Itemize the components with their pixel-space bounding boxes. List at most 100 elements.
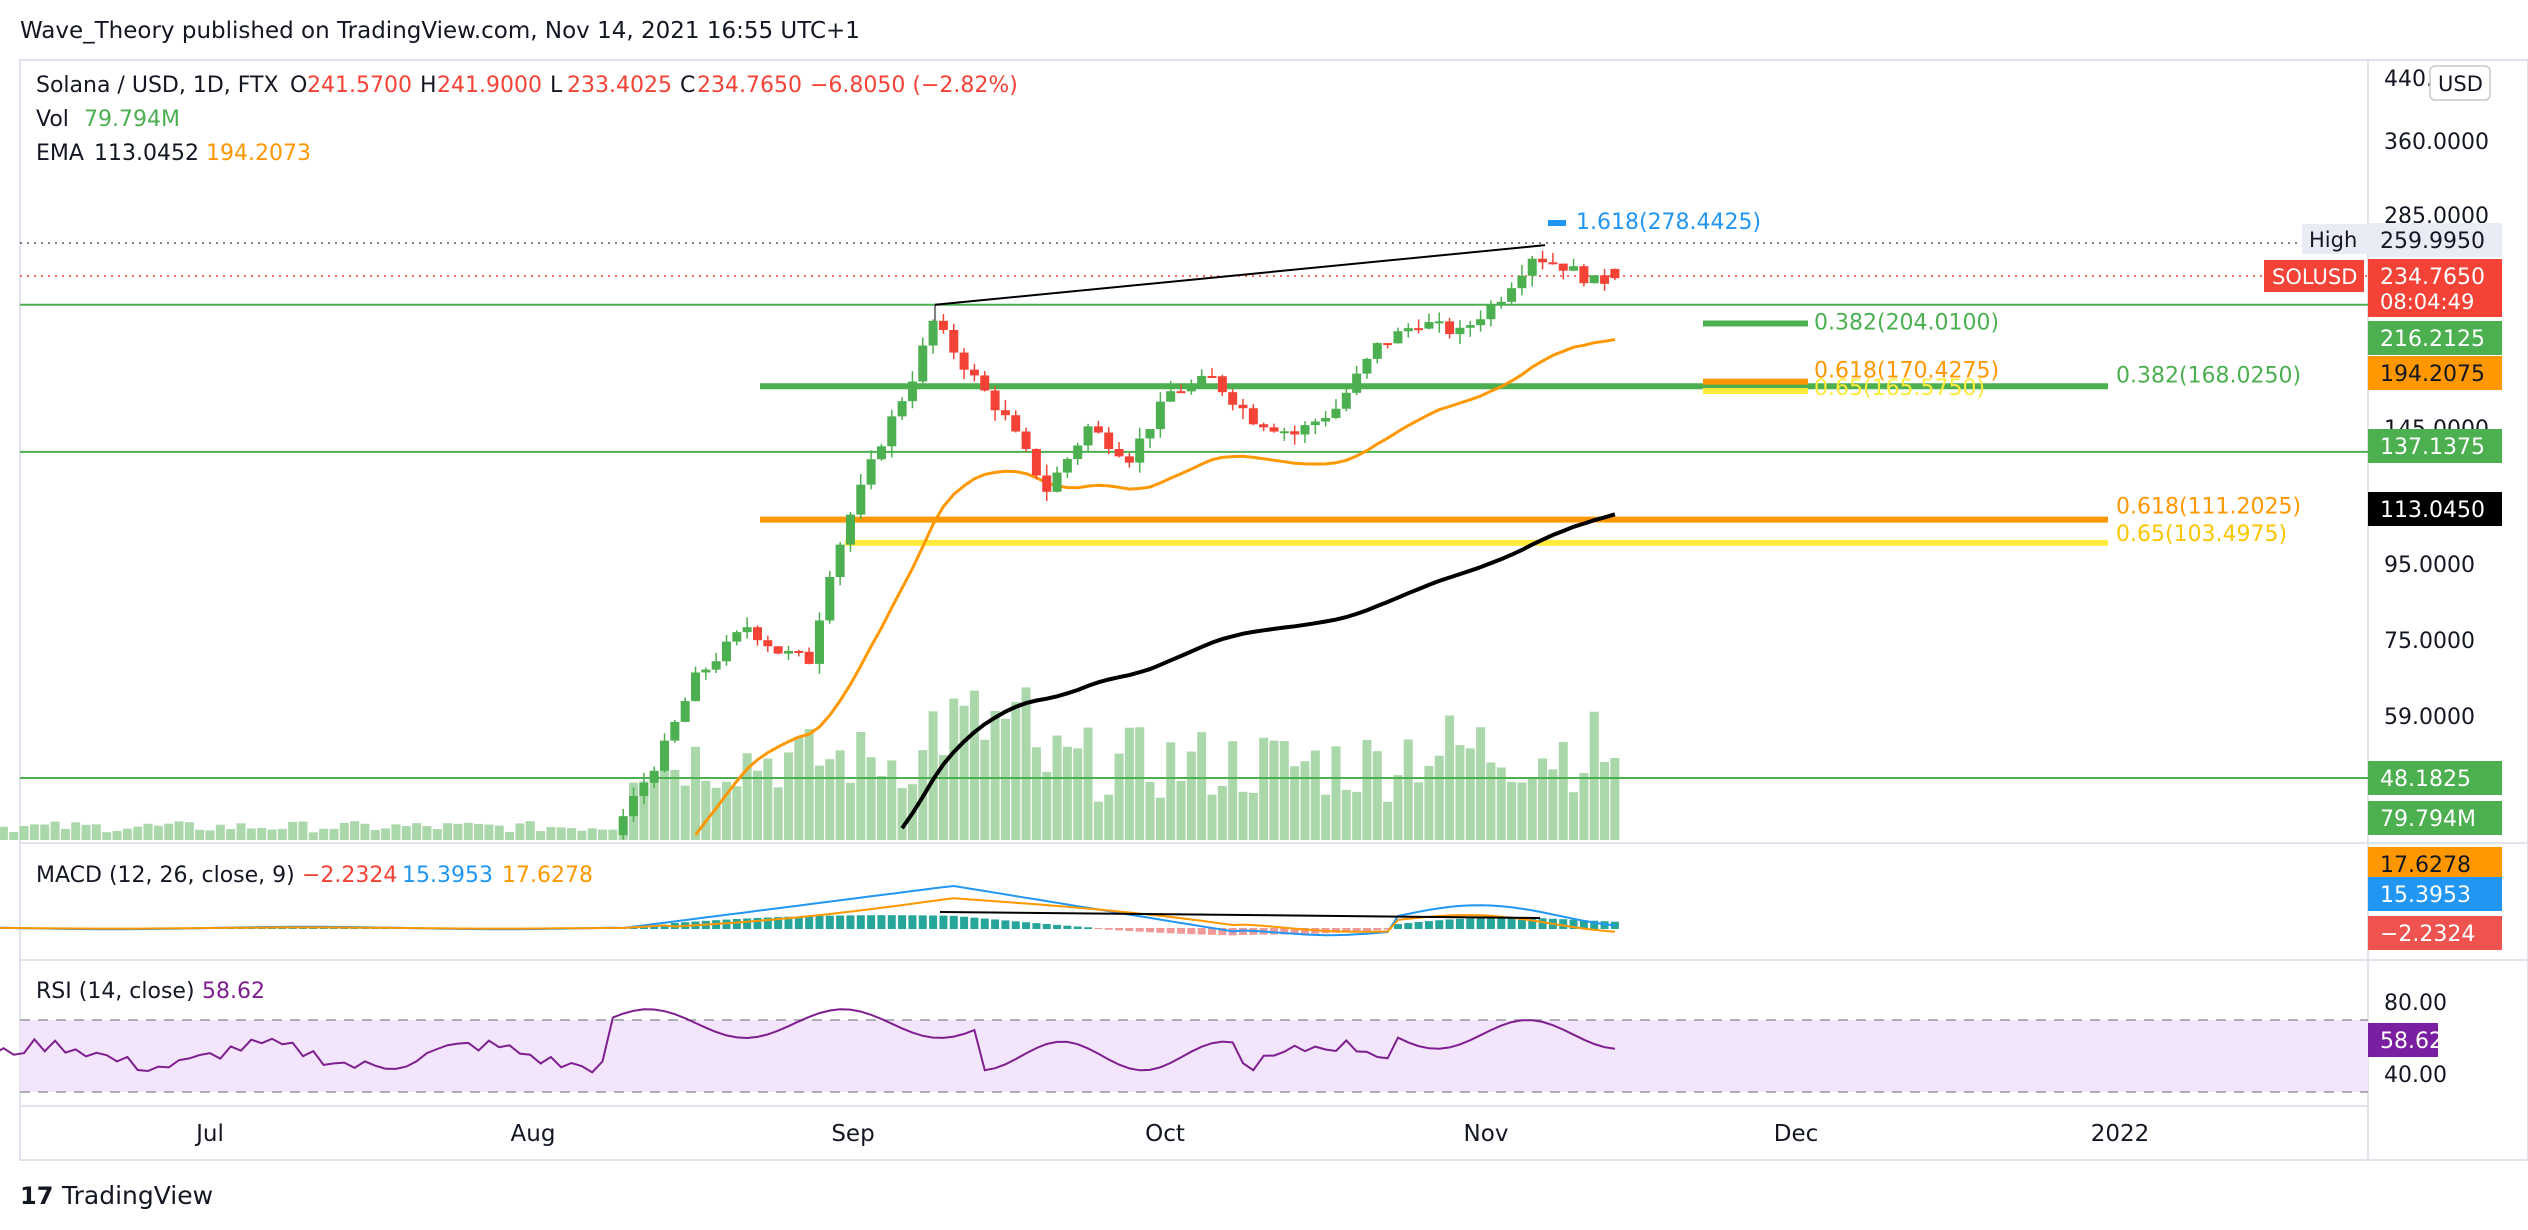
macd-hist-bar: [1011, 921, 1020, 929]
macd-hist-bar: [980, 918, 989, 929]
volume-bar: [81, 824, 91, 840]
rsi-value: 58.62: [202, 979, 265, 1004]
macd-hist-bar: [949, 915, 958, 929]
volume-bar: [1093, 801, 1103, 840]
volume-bar: [1145, 781, 1155, 840]
volume-bar: [1259, 737, 1269, 840]
volume-bar: [40, 824, 50, 840]
volume-bar: [50, 821, 60, 840]
macd-hist-axis-label: −2.2324: [2380, 922, 2475, 947]
candle-body: [732, 632, 742, 642]
candle-body: [1558, 263, 1568, 271]
candle-body: [897, 401, 907, 417]
macd-label: MACD (12, 26, close, 9): [36, 863, 295, 888]
macd-hist-bar: [639, 926, 648, 929]
volume-bar: [701, 780, 711, 840]
macd-hist-bar: [1569, 919, 1578, 929]
macd-hist-bar: [1135, 928, 1144, 932]
volume-bar: [1589, 711, 1599, 840]
last-price-bg: [2368, 259, 2502, 317]
candle-body: [1228, 392, 1238, 405]
macd-hist-bar: [867, 915, 876, 929]
volume-bar: [928, 711, 938, 840]
candle-body: [1073, 445, 1083, 459]
fib-0382-204-label: 0.382(204.0100): [1814, 311, 1999, 336]
candle-body: [845, 514, 855, 545]
candle-body: [742, 627, 752, 633]
macd-hist-bar: [722, 919, 731, 929]
volume-bar: [1031, 747, 1041, 840]
volume-bar: [587, 828, 597, 840]
volume-bar: [1486, 762, 1496, 840]
candle-body: [1414, 328, 1424, 331]
candle-body: [1176, 391, 1186, 394]
time-tick: 2022: [2091, 1121, 2150, 1147]
volume-bar: [1600, 762, 1610, 840]
volume-bar: [277, 828, 287, 840]
rsi-label: RSI (14, close): [36, 979, 195, 1004]
macd-hist-bar: [887, 915, 896, 929]
candle-body: [928, 320, 938, 346]
volume-bar: [1021, 687, 1031, 840]
macd-hist-bar: [1280, 928, 1289, 935]
change-value: −6.8050 (−2.82%): [810, 73, 1018, 98]
volume-bar: [122, 828, 132, 840]
level-48-label-bg: [2368, 761, 2502, 795]
volume-bar: [876, 776, 886, 840]
volume-bar: [732, 786, 742, 840]
countdown: 08:04:49: [2380, 290, 2474, 314]
volume-bar: [959, 705, 969, 840]
macd-hist-bar: [1455, 918, 1464, 929]
time-tick: Aug: [511, 1121, 556, 1147]
macd-hist-bar: [1300, 928, 1309, 934]
ohlc-key-O: O: [290, 73, 307, 98]
volume-bar: [814, 765, 824, 840]
macd-hist-bar: [1053, 924, 1062, 929]
macd-hist-bar: [1538, 918, 1547, 929]
volume-bar: [1352, 791, 1362, 840]
candle-body: [1403, 328, 1413, 332]
volume-bar: [1465, 748, 1475, 840]
rsi-axis-label-bg: [2368, 1023, 2438, 1057]
volume-bar: [1166, 742, 1176, 840]
high-tag: High: [2309, 228, 2357, 252]
candle-body: [1589, 275, 1599, 284]
volume-bar: [257, 827, 267, 840]
volume-bar: [1155, 797, 1165, 840]
candle-body: [752, 627, 762, 641]
macd-hist-bar: [991, 919, 1000, 929]
rsi-axis-label: 58.62: [2380, 1029, 2443, 1054]
candle-body: [618, 816, 628, 836]
macd-hist-bar: [763, 917, 772, 929]
ohlc-key-L: L: [550, 73, 563, 98]
rsi-tick: 40.00: [2384, 1063, 2447, 1088]
candle-body: [1579, 266, 1589, 284]
macd-hist-bar: [1073, 926, 1082, 929]
volume-bar: [443, 823, 453, 840]
volume-bar: [381, 828, 391, 840]
volume-bar: [1341, 789, 1351, 840]
candle-body: [1290, 431, 1300, 435]
macd-hist-bar: [1476, 917, 1485, 929]
macd-hist-bar: [1022, 922, 1031, 929]
fib-065-165-label: 0.65(165.5750): [1814, 376, 1985, 401]
macd-hist-bar: [650, 926, 659, 929]
volume-bar: [1331, 746, 1341, 840]
volume-bar: [494, 825, 504, 840]
volume-bar: [577, 830, 587, 840]
candle-body: [1124, 456, 1134, 463]
volume-axis-label-bg: [2368, 801, 2502, 835]
volume-bar: [649, 774, 659, 840]
candles: [618, 250, 1620, 840]
macd-hist-bar: [836, 915, 845, 929]
volume-bar: [845, 782, 855, 840]
volume-bar: [546, 827, 556, 840]
macd-hist-bar: [1466, 918, 1475, 929]
price-tick: 75.0000: [2384, 629, 2475, 654]
candle-body: [1455, 327, 1465, 335]
time-tick: Dec: [1774, 1121, 1819, 1147]
level-137-label-bg: [2368, 429, 2502, 463]
macd-hist-bar: [1115, 928, 1124, 931]
macd-hist-bar: [660, 925, 669, 929]
